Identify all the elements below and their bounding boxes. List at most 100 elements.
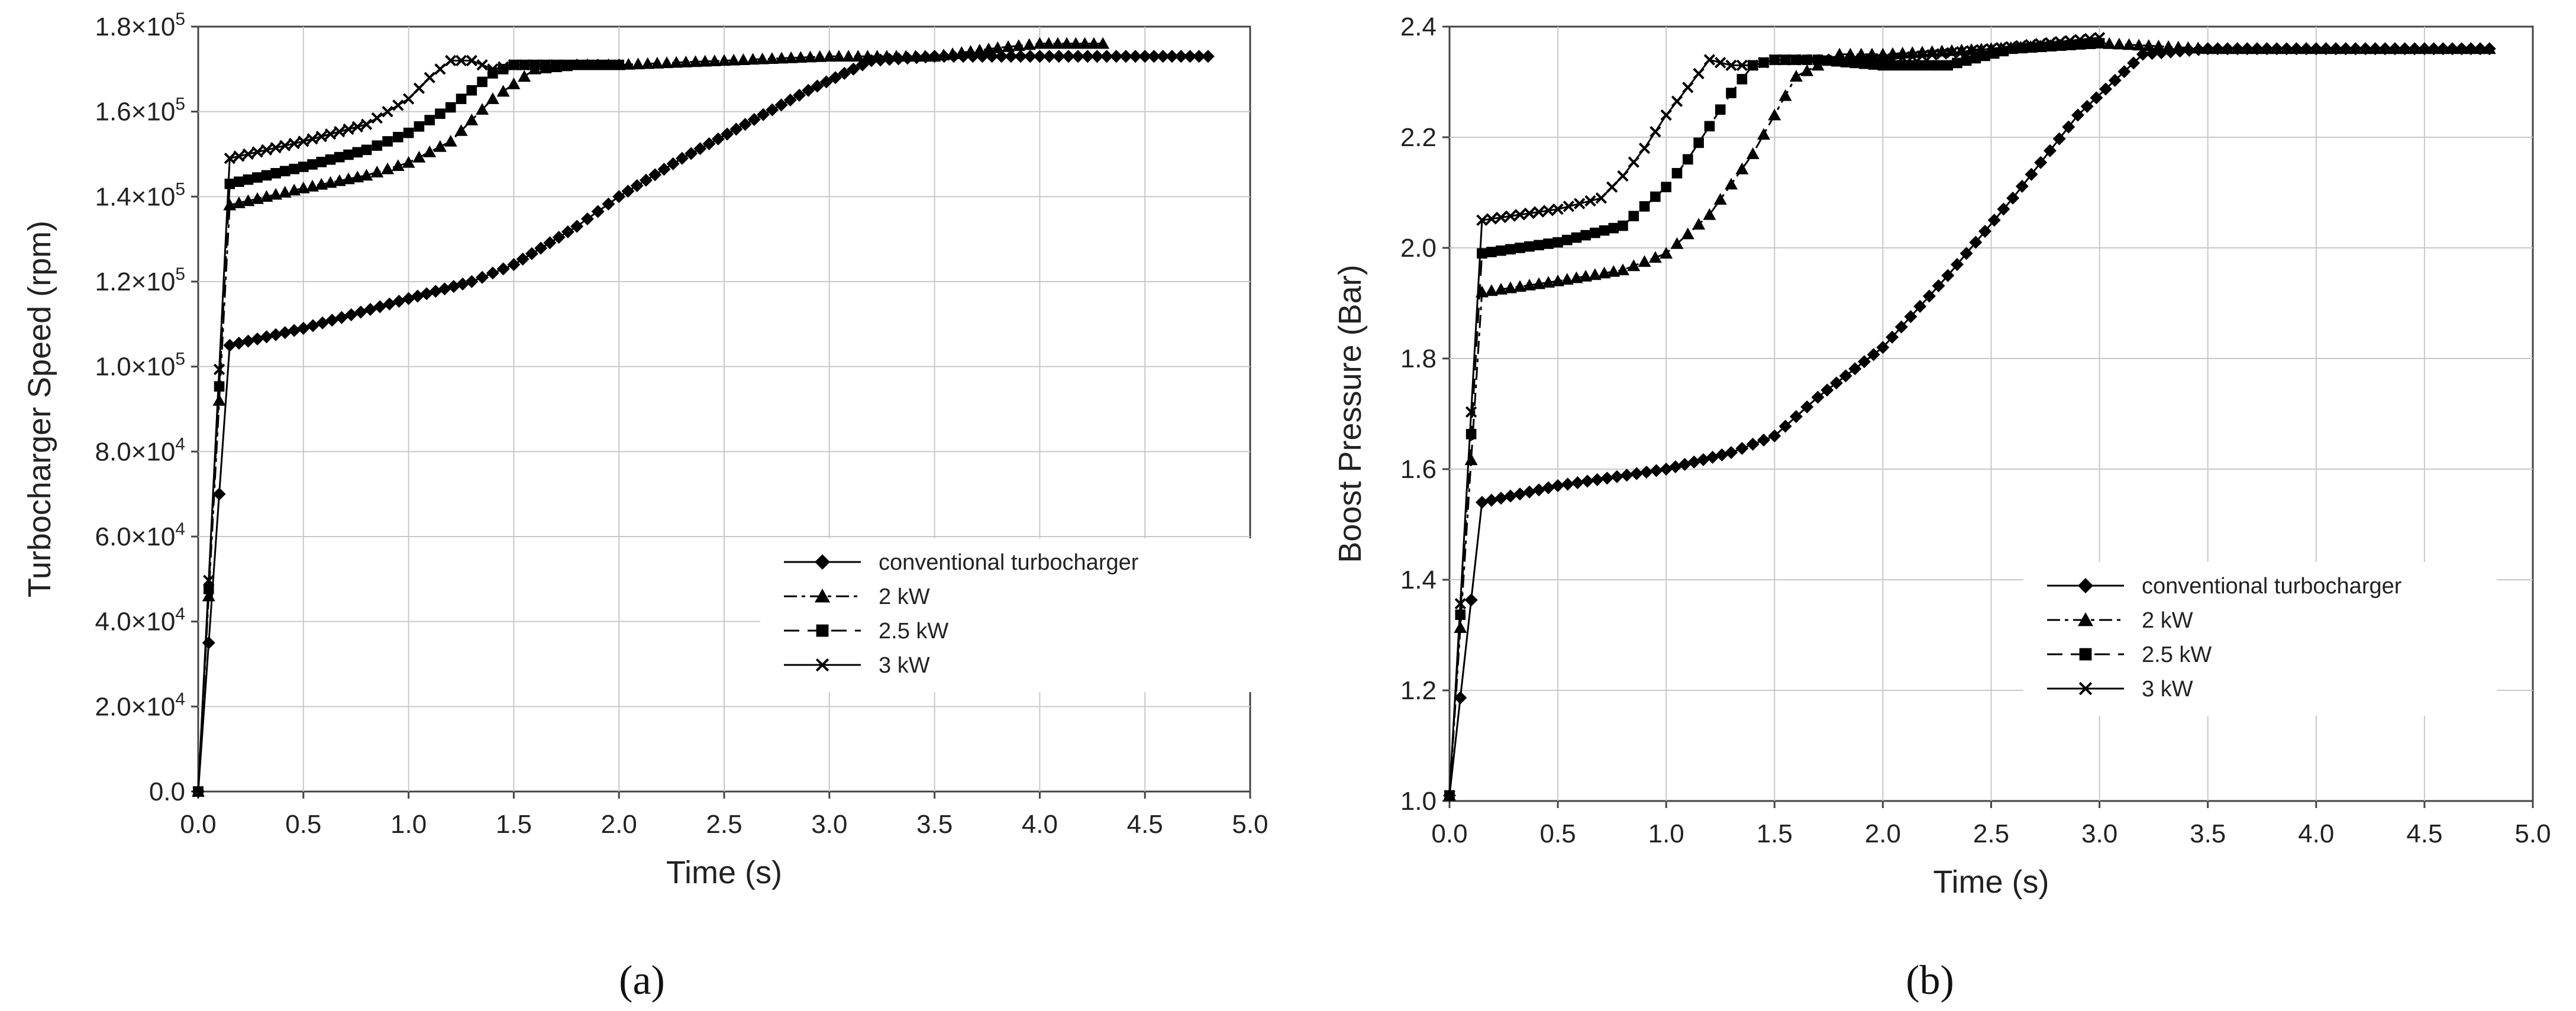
- data-point: [1696, 453, 1710, 466]
- data-point: [1650, 191, 1661, 202]
- data-point: [391, 159, 405, 172]
- data-point: [456, 93, 467, 104]
- data-point: [2181, 41, 2195, 53]
- data-point: [279, 140, 291, 151]
- data-point: [2099, 82, 2113, 96]
- data-point: [1922, 289, 1936, 303]
- data-point: [334, 125, 346, 138]
- data-point: [1100, 50, 1113, 63]
- data-point: [233, 150, 245, 162]
- data-point: [1638, 143, 1651, 154]
- data-point: [335, 311, 348, 324]
- x-tick-label: 3.0: [811, 810, 847, 839]
- legend-marker: [816, 624, 829, 637]
- data-point: [856, 58, 869, 72]
- data-point: [2062, 120, 2075, 134]
- data-point: [2103, 37, 2116, 49]
- data-point: [570, 219, 584, 233]
- data-point: [2142, 39, 2155, 51]
- x-tick-label: 4.0: [1022, 810, 1058, 839]
- data-point: [1736, 59, 1748, 72]
- data-point: [861, 50, 874, 62]
- data-point: [621, 185, 635, 198]
- data-point: [670, 56, 683, 68]
- legend-label: 2.5 kW: [2142, 642, 2212, 667]
- data-point: [2090, 91, 2103, 105]
- data-point: [1693, 137, 1704, 148]
- data-point: [995, 50, 1008, 63]
- data-point: [278, 326, 292, 340]
- data-point: [1595, 192, 1607, 204]
- data-point: [2398, 42, 2412, 54]
- data-point: [454, 124, 468, 136]
- data-point: [928, 50, 941, 62]
- data-point: [595, 59, 606, 70]
- data-point: [1941, 269, 1955, 282]
- data-point: [1778, 419, 1792, 433]
- data-point: [438, 282, 451, 296]
- data-point: [648, 168, 662, 182]
- data-point: [1726, 88, 1736, 98]
- data-point: [1503, 281, 1517, 293]
- y-tick-label: 1.6: [1400, 455, 1437, 484]
- data-point: [2171, 40, 2185, 53]
- x-tick-label: 1.5: [1757, 819, 1793, 848]
- data-point: [2074, 34, 2086, 46]
- data-point: [1985, 43, 1997, 55]
- data-point: [402, 156, 415, 168]
- data-point: [289, 163, 300, 175]
- data-point: [1599, 225, 1610, 236]
- x-tick-label: 2.0: [1865, 819, 1901, 848]
- chart-panel-b: 0.0 0.5 1.0 1.5 2.0 2.5 3.0 3.5 4.0 4.5 5.0 1.0 1.2 1…: [1332, 12, 2551, 900]
- data-point: [774, 98, 788, 112]
- data-point: [586, 59, 598, 70]
- data-point: [1778, 54, 1790, 66]
- data-point: [232, 337, 246, 350]
- data-point: [811, 79, 824, 93]
- data-point: [2162, 40, 2175, 52]
- data-point: [1660, 463, 1673, 476]
- data-point: [1703, 208, 1716, 220]
- data-point: [2309, 42, 2323, 54]
- data-point: [1687, 455, 1701, 469]
- data-point: [2408, 42, 2422, 54]
- data-point: [1033, 50, 1047, 63]
- data-point: [1513, 280, 1527, 292]
- data-point: [639, 173, 653, 187]
- data-point: [325, 154, 336, 165]
- x-axis-label: Time (s): [666, 855, 782, 890]
- data-point: [465, 114, 479, 125]
- data-point: [1561, 234, 1573, 246]
- data-point: [518, 70, 531, 82]
- data-point: [756, 52, 769, 64]
- data-point: [1533, 206, 1545, 218]
- data-point: [2071, 108, 2084, 122]
- data-point: [445, 54, 457, 67]
- data-point: [1877, 60, 1889, 71]
- data-point: [1838, 54, 1849, 66]
- data-point: [363, 303, 377, 316]
- y-tick-label: 2.0: [1400, 234, 1437, 263]
- data-point: [424, 72, 435, 83]
- data-point: [1552, 203, 1564, 215]
- data-point: [880, 50, 893, 62]
- x-tick-label: 4.0: [2298, 819, 2334, 848]
- data-point: [2474, 42, 2487, 54]
- data-point: [1542, 276, 1555, 288]
- data-point: [1119, 50, 1132, 63]
- data-point: [1725, 59, 1737, 72]
- x-tick-label: 5.0: [2514, 819, 2551, 848]
- data-point: [1608, 222, 1619, 234]
- legend-marker: [815, 589, 830, 603]
- data-point: [435, 108, 446, 119]
- data-point: [298, 161, 309, 172]
- data-point: [269, 328, 283, 341]
- series-diamond: [192, 50, 1215, 798]
- data-point: [737, 53, 750, 65]
- data-point: [708, 54, 721, 66]
- data-point: [1829, 376, 1843, 390]
- data-point: [497, 61, 509, 73]
- data-point: [1534, 240, 1544, 251]
- data-point: [813, 50, 827, 62]
- data-point: [1087, 37, 1100, 49]
